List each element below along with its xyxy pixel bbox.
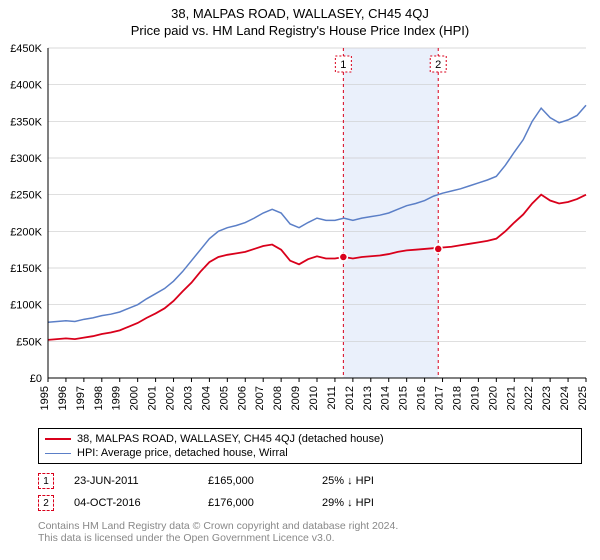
svg-text:2018: 2018: [451, 386, 463, 410]
sale-price: £176,000: [208, 497, 308, 509]
legend-item: HPI: Average price, detached house, Wirr…: [45, 446, 575, 460]
svg-text:2000: 2000: [129, 386, 141, 410]
svg-text:2016: 2016: [416, 386, 428, 410]
svg-text:1995: 1995: [39, 386, 51, 410]
svg-text:£150K: £150K: [10, 263, 42, 275]
svg-text:1999: 1999: [111, 386, 123, 410]
svg-text:2001: 2001: [147, 386, 159, 410]
address-title: 38, MALPAS ROAD, WALLASEY, CH45 4QJ: [0, 6, 600, 21]
svg-text:£50K: £50K: [16, 336, 42, 348]
svg-text:2019: 2019: [469, 386, 481, 410]
svg-text:2017: 2017: [434, 386, 446, 410]
svg-text:£300K: £300K: [10, 153, 42, 165]
sale-delta: 29% ↓ HPI: [322, 497, 462, 509]
svg-text:2020: 2020: [487, 386, 499, 410]
svg-text:2: 2: [435, 59, 441, 71]
svg-text:2010: 2010: [308, 386, 320, 410]
svg-text:2009: 2009: [290, 386, 302, 410]
svg-text:2003: 2003: [182, 386, 194, 410]
svg-text:2007: 2007: [254, 386, 266, 410]
svg-text:2008: 2008: [272, 386, 284, 410]
svg-text:£450K: £450K: [10, 43, 42, 55]
svg-text:2025: 2025: [577, 386, 589, 410]
svg-text:2012: 2012: [344, 386, 356, 410]
legend-label: 38, MALPAS ROAD, WALLASEY, CH45 4QJ (det…: [77, 433, 384, 445]
footer-line: This data is licensed under the Open Gov…: [38, 532, 582, 544]
svg-text:£250K: £250K: [10, 190, 42, 202]
titles: 38, MALPAS ROAD, WALLASEY, CH45 4QJ Pric…: [0, 0, 600, 38]
sale-row: 2 04-OCT-2016 £176,000 29% ↓ HPI: [38, 492, 582, 514]
sale-price: £165,000: [208, 475, 308, 487]
legend-swatch: [45, 438, 71, 440]
svg-text:1: 1: [340, 59, 346, 71]
svg-text:2002: 2002: [165, 386, 177, 410]
chart-svg: £0 £50K £100K £150K £200K £250K £300K £350K £400…: [0, 42, 600, 422]
subtitle: Price paid vs. HM Land Registry's House …: [0, 23, 600, 38]
chart-container: 38, MALPAS ROAD, WALLASEY, CH45 4QJ Pric…: [0, 0, 600, 544]
sale-date: 23-JUN-2011: [74, 475, 194, 487]
legend-swatch: [45, 453, 71, 454]
footer: Contains HM Land Registry data © Crown c…: [38, 520, 582, 544]
svg-text:2021: 2021: [505, 386, 517, 410]
legend-label: HPI: Average price, detached house, Wirr…: [77, 447, 288, 459]
svg-text:£100K: £100K: [10, 300, 42, 312]
svg-text:2024: 2024: [559, 386, 571, 410]
svg-text:£0: £0: [30, 373, 42, 385]
svg-text:2004: 2004: [200, 386, 212, 410]
footer-line: Contains HM Land Registry data © Crown c…: [38, 520, 582, 532]
svg-text:2014: 2014: [380, 386, 392, 410]
svg-text:2005: 2005: [218, 386, 230, 410]
sale-date: 04-OCT-2016: [74, 497, 194, 509]
svg-text:1997: 1997: [75, 386, 87, 410]
svg-text:£200K: £200K: [10, 226, 42, 238]
svg-text:£350K: £350K: [10, 116, 42, 128]
svg-text:2023: 2023: [541, 386, 553, 410]
chart: £0 £50K £100K £150K £200K £250K £300K £350K £400…: [0, 42, 600, 422]
legend-item: 38, MALPAS ROAD, WALLASEY, CH45 4QJ (det…: [45, 432, 575, 446]
sale-marker: 2: [38, 495, 54, 511]
svg-text:2006: 2006: [236, 386, 248, 410]
sales-list: 1 23-JUN-2011 £165,000 25% ↓ HPI 2 04-OC…: [38, 470, 582, 514]
svg-text:2022: 2022: [523, 386, 535, 410]
svg-text:2011: 2011: [326, 386, 338, 410]
sale-row: 1 23-JUN-2011 £165,000 25% ↓ HPI: [38, 470, 582, 492]
sale-delta: 25% ↓ HPI: [322, 475, 462, 487]
svg-text:£400K: £400K: [10, 80, 42, 92]
legend: 38, MALPAS ROAD, WALLASEY, CH45 4QJ (det…: [38, 428, 582, 464]
sale-marker: 1: [38, 473, 54, 489]
svg-text:2015: 2015: [398, 386, 410, 410]
svg-text:1998: 1998: [93, 386, 105, 410]
svg-text:2013: 2013: [362, 386, 374, 410]
svg-text:1996: 1996: [57, 386, 69, 410]
